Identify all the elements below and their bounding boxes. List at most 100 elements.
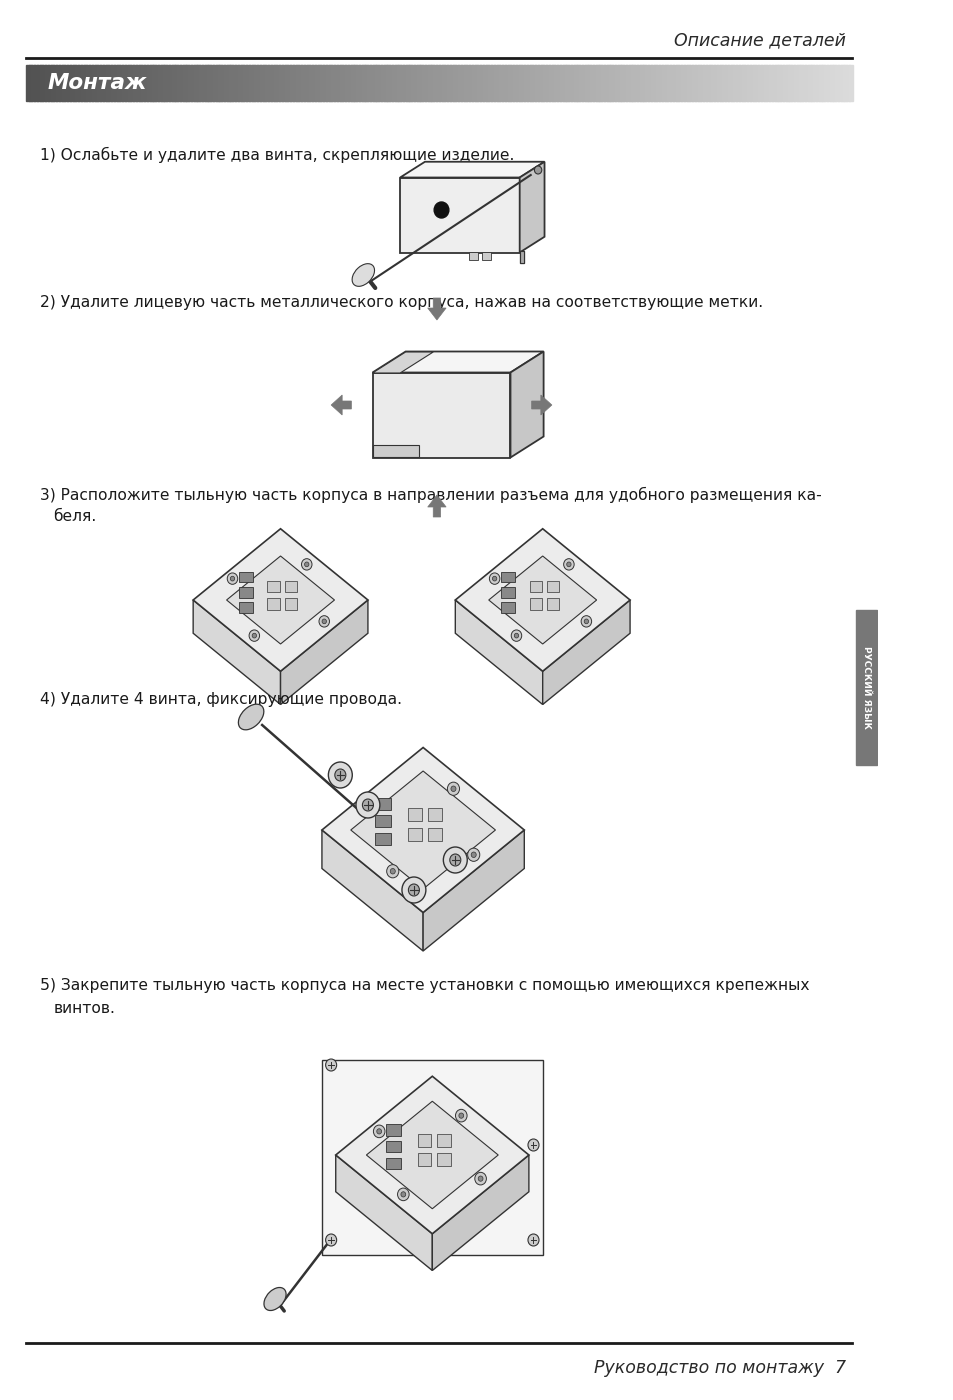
Bar bbox=[375, 798, 391, 809]
Bar bbox=[172, 64, 175, 101]
Text: Описание деталей: Описание деталей bbox=[674, 31, 845, 49]
Bar bbox=[730, 64, 734, 101]
Bar bbox=[581, 64, 585, 101]
Bar bbox=[653, 64, 657, 101]
Bar bbox=[230, 64, 233, 101]
Bar bbox=[328, 64, 333, 101]
Bar bbox=[268, 64, 272, 101]
Bar bbox=[207, 64, 212, 101]
Circle shape bbox=[534, 167, 541, 174]
Bar bbox=[267, 581, 279, 592]
Bar bbox=[210, 64, 213, 101]
Bar bbox=[274, 64, 277, 101]
Bar bbox=[160, 64, 164, 101]
Bar bbox=[481, 252, 491, 260]
Text: Монтаж: Монтаж bbox=[48, 73, 147, 92]
Bar bbox=[45, 64, 49, 101]
Bar bbox=[86, 64, 91, 101]
Polygon shape bbox=[423, 830, 524, 951]
Bar bbox=[72, 64, 76, 101]
Bar bbox=[386, 64, 390, 101]
Bar bbox=[447, 64, 451, 101]
Bar bbox=[287, 64, 291, 101]
Circle shape bbox=[471, 853, 476, 857]
Bar bbox=[606, 64, 610, 101]
Bar bbox=[62, 64, 66, 101]
Bar bbox=[691, 64, 695, 101]
Bar bbox=[177, 64, 181, 101]
Text: 1) Ослабьте и удалите два винта, скрепляющие изделие.: 1) Ослабьте и удалите два винта, скрепля… bbox=[40, 147, 515, 164]
Bar bbox=[428, 808, 442, 822]
Circle shape bbox=[467, 848, 479, 861]
Bar bbox=[320, 64, 324, 101]
Bar bbox=[482, 64, 486, 101]
Bar bbox=[64, 64, 68, 101]
Bar bbox=[438, 64, 442, 101]
Bar bbox=[823, 64, 827, 101]
Polygon shape bbox=[510, 351, 543, 458]
Bar bbox=[746, 64, 750, 101]
Circle shape bbox=[252, 633, 256, 638]
Bar bbox=[469, 64, 473, 101]
Bar bbox=[234, 64, 238, 101]
Bar bbox=[500, 602, 515, 613]
Bar bbox=[166, 64, 170, 101]
Bar bbox=[78, 64, 82, 101]
Bar bbox=[317, 64, 321, 101]
Bar bbox=[460, 64, 464, 101]
Bar bbox=[26, 64, 30, 101]
Circle shape bbox=[376, 1128, 381, 1134]
Bar bbox=[832, 64, 836, 101]
Bar bbox=[336, 64, 340, 101]
Bar bbox=[711, 64, 715, 101]
Bar bbox=[529, 598, 541, 609]
Text: 5) Закрепите тыльную часть корпуса на месте установки с помощью имеющихся крепеж: 5) Закрепите тыльную часть корпуса на ме… bbox=[40, 979, 809, 993]
Polygon shape bbox=[399, 162, 544, 178]
Bar bbox=[650, 64, 654, 101]
Bar bbox=[812, 64, 816, 101]
Bar bbox=[29, 64, 32, 101]
Bar bbox=[395, 64, 398, 101]
Circle shape bbox=[511, 630, 521, 641]
Bar bbox=[765, 64, 769, 101]
Bar bbox=[202, 64, 206, 101]
Circle shape bbox=[390, 868, 395, 874]
Bar bbox=[485, 64, 489, 101]
Circle shape bbox=[477, 1176, 482, 1182]
Bar bbox=[383, 64, 387, 101]
Ellipse shape bbox=[264, 1288, 286, 1310]
Bar bbox=[598, 64, 601, 101]
Bar bbox=[721, 64, 725, 101]
Polygon shape bbox=[399, 178, 519, 252]
Bar bbox=[361, 64, 365, 101]
Bar bbox=[593, 64, 597, 101]
Circle shape bbox=[566, 561, 571, 567]
Polygon shape bbox=[321, 830, 423, 951]
Bar bbox=[546, 598, 558, 609]
Bar bbox=[740, 64, 744, 101]
Bar bbox=[386, 1141, 401, 1152]
Circle shape bbox=[455, 1109, 467, 1121]
Bar bbox=[169, 64, 172, 101]
Bar bbox=[672, 64, 676, 101]
Bar bbox=[375, 833, 391, 844]
Bar bbox=[303, 64, 308, 101]
Bar bbox=[500, 573, 515, 582]
Bar bbox=[842, 64, 846, 101]
Bar bbox=[787, 64, 791, 101]
Polygon shape bbox=[519, 162, 544, 252]
Circle shape bbox=[443, 847, 467, 874]
Bar bbox=[780, 64, 783, 101]
Bar bbox=[380, 64, 384, 101]
Bar bbox=[75, 64, 79, 101]
Bar bbox=[351, 64, 355, 101]
Circle shape bbox=[434, 202, 449, 218]
Bar bbox=[584, 64, 588, 101]
Circle shape bbox=[514, 633, 518, 638]
Bar bbox=[174, 64, 178, 101]
Bar bbox=[411, 64, 415, 101]
Bar bbox=[254, 64, 258, 101]
Bar bbox=[353, 64, 356, 101]
Bar bbox=[67, 64, 71, 101]
Bar bbox=[199, 64, 203, 101]
